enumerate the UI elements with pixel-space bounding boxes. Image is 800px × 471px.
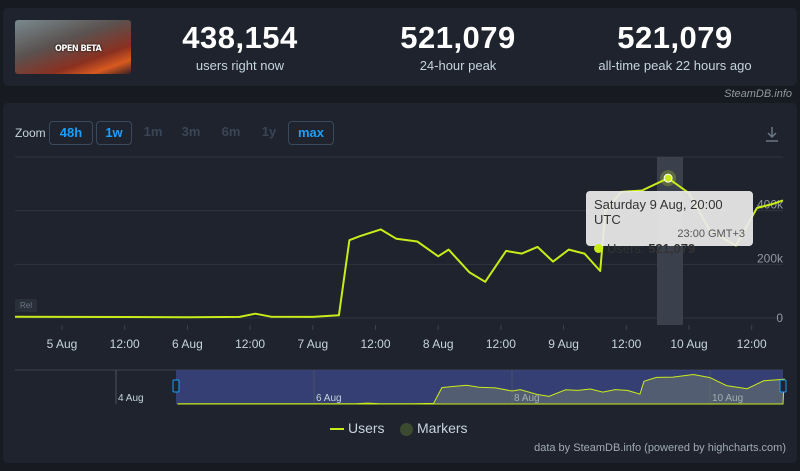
zoom-1w-button[interactable]: 1w <box>96 121 132 145</box>
y-tick-label: 0 <box>776 311 783 325</box>
navigator-tick-label: 4 Aug <box>118 393 144 404</box>
x-tick-label: 10 Aug <box>670 337 707 351</box>
line-legend-icon <box>330 428 344 431</box>
zoom-6m-button[interactable]: 6m <box>221 124 241 139</box>
x-tick-label: 7 Aug <box>297 337 328 351</box>
circle-legend-icon <box>400 422 413 436</box>
stat-label: users right now <box>195 58 285 73</box>
x-tick-label: 5 Aug <box>47 337 78 351</box>
zoom-3m-button[interactable]: 3m <box>181 124 201 139</box>
tooltip: Saturday 9 Aug, 20:00 UTC 23:00 GMT+3 Us… <box>586 191 753 256</box>
stats-bar <box>3 8 797 86</box>
x-tick-label: 12:00 <box>235 337 265 351</box>
legend-markers[interactable]: Markers <box>400 420 468 436</box>
steamdb-credit[interactable]: SteamDB.info <box>724 88 792 100</box>
legend-label: Users <box>348 420 385 436</box>
stat-all-time-peak: 521,079 all-time peak 22 hours ago <box>575 20 775 73</box>
zoom-1m-button[interactable]: 1m <box>143 124 163 139</box>
zoom-max-button[interactable]: max <box>288 121 334 145</box>
x-tick-label: 8 Aug <box>423 337 454 351</box>
tooltip-value: 521,079 <box>648 241 696 256</box>
game-thumbnail[interactable]: OPEN BETA <box>15 20 131 74</box>
x-tick-label: 12:00 <box>737 337 767 351</box>
y-tick-label: 200k <box>757 251 784 265</box>
navigator-tick-label: 6 Aug <box>316 393 342 404</box>
x-tick-label: 12:00 <box>486 337 516 351</box>
navigator-series <box>177 373 785 405</box>
legend-users[interactable]: Users <box>330 420 385 436</box>
users-series-line <box>14 177 784 319</box>
stat-label: 24-hour peak <box>419 58 497 73</box>
navigator-tick-label: 8 Aug <box>514 393 540 404</box>
tooltip-series: Users: <box>607 241 645 256</box>
legend-label: Markers <box>417 420 468 436</box>
zoom-48h-button[interactable]: 48h <box>49 121 93 145</box>
x-tick-label: 9 Aug <box>548 337 579 351</box>
series-dot-icon <box>594 244 603 253</box>
highlighted-point[interactable] <box>663 173 673 183</box>
zoom-1y-button[interactable]: 1y <box>261 124 277 139</box>
navigator-tick-label: 10 Aug <box>712 393 743 404</box>
stat-value: 521,079 <box>400 20 516 55</box>
tooltip-title: Saturday 9 Aug, 20:00 UTC <box>594 197 723 227</box>
tooltip-local-time: 23:00 GMT+3 <box>677 228 745 240</box>
stat-current: 438,154 users right now <box>140 20 340 73</box>
thumbnail-logo-text: OPEN BETA <box>55 44 102 54</box>
navigator-handle[interactable] <box>172 379 180 393</box>
x-tick-label: 6 Aug <box>172 337 203 351</box>
footer-credit[interactable]: data by SteamDB.info (powered by highcha… <box>534 442 786 454</box>
x-tick-label: 12:00 <box>110 337 140 351</box>
stat-value: 438,154 <box>182 20 298 55</box>
zoom-label: Zoom <box>15 126 46 140</box>
navigator-handle[interactable] <box>779 379 787 393</box>
stat-label: all-time peak 22 hours ago <box>598 58 752 73</box>
stat-24h-peak: 521,079 24-hour peak <box>358 20 558 73</box>
stat-value: 521,079 <box>617 20 733 55</box>
download-icon[interactable] <box>765 126 779 142</box>
release-marker[interactable]: Rel <box>15 299 37 312</box>
x-tick-label: 12:00 <box>360 337 390 351</box>
x-tick-label: 12:00 <box>611 337 641 351</box>
